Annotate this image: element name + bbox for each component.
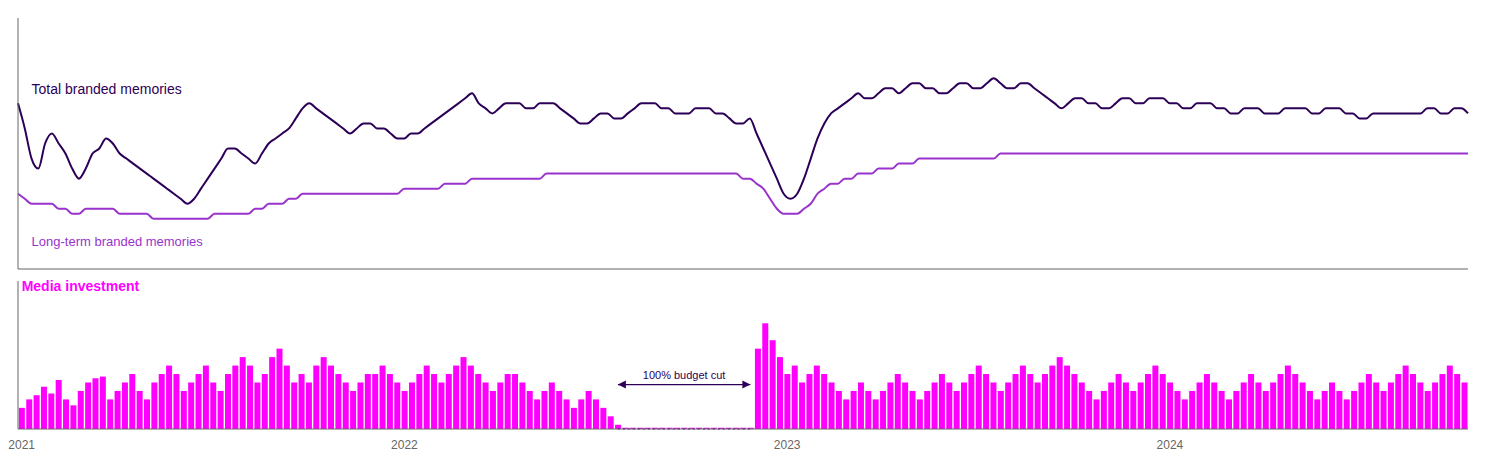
svg-text:2021: 2021 [8, 438, 35, 452]
svg-text:2022: 2022 [391, 438, 418, 452]
svg-text:100% budget cut: 100% budget cut [643, 369, 726, 381]
svg-text:2023: 2023 [774, 438, 801, 452]
svg-text:2024: 2024 [1157, 438, 1184, 452]
svg-text:Long-term branded memories: Long-term branded memories [32, 234, 204, 249]
svg-text:Total branded memories: Total branded memories [32, 81, 182, 97]
svg-text:Media investment: Media investment [22, 278, 140, 294]
